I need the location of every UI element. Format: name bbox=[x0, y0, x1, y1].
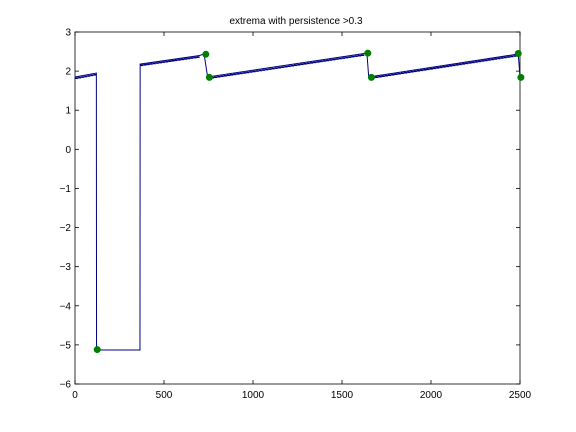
x-tick-label: 1500 bbox=[331, 390, 354, 401]
y-tick-label: 3 bbox=[65, 28, 71, 39]
extremum-marker bbox=[518, 74, 524, 80]
x-tick-label: 2000 bbox=[420, 390, 443, 401]
x-tick-label: 1000 bbox=[242, 390, 265, 401]
y-tick-label: −3 bbox=[60, 262, 72, 273]
extremum-marker bbox=[206, 74, 212, 80]
x-tick-label: 500 bbox=[156, 390, 173, 401]
x-tick-label: 0 bbox=[72, 390, 78, 401]
y-tick-label: −4 bbox=[60, 301, 72, 312]
y-tick-label: −2 bbox=[60, 223, 72, 234]
y-tick-label: 0 bbox=[65, 145, 71, 156]
y-tick-label: −5 bbox=[60, 340, 72, 351]
x-tick-label: 2500 bbox=[509, 390, 532, 401]
y-tick-label: −6 bbox=[60, 380, 72, 391]
y-tick-label: −1 bbox=[60, 184, 72, 195]
extremum-marker bbox=[365, 50, 371, 56]
y-tick-label: 1 bbox=[65, 106, 71, 117]
plot-area bbox=[75, 32, 520, 384]
extremum-marker bbox=[94, 347, 100, 353]
chart-title: extrema with persistence >0.3 bbox=[229, 16, 363, 27]
extremum-marker bbox=[368, 74, 374, 80]
extremum-marker bbox=[203, 51, 209, 57]
y-tick-label: 2 bbox=[65, 67, 71, 78]
extremum-marker bbox=[515, 51, 521, 57]
